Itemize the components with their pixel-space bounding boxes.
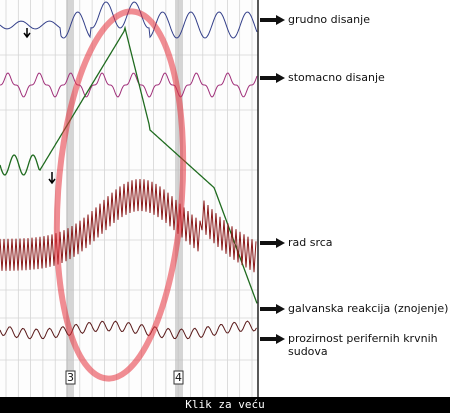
footer-link[interactable]: Klik za veću xyxy=(185,398,264,411)
heart-trace xyxy=(0,178,257,273)
breathing-abdomen-trace xyxy=(0,72,258,98)
trace-label: stomacno disanje xyxy=(288,71,385,84)
labels: grudno disanje stomacno disanje rad srca ga… xyxy=(260,13,448,345)
marker-label: 4 xyxy=(175,371,182,384)
marker-label: 3 xyxy=(67,371,74,384)
down-arrow xyxy=(48,172,56,185)
galvanic-trace xyxy=(0,25,258,304)
down-arrow xyxy=(23,28,31,39)
label-arrow xyxy=(260,73,285,83)
marker-box xyxy=(65,370,76,385)
label-continuation: sudova xyxy=(288,345,328,358)
marker-box xyxy=(173,370,184,385)
footer-bar xyxy=(0,397,450,413)
trace-label: prozirnost perifernih krvnih xyxy=(288,332,438,345)
trace-label: rad srca xyxy=(288,236,333,249)
label-arrow xyxy=(260,334,285,344)
label-arrow xyxy=(260,15,285,25)
trace-label: galvanska reakcija (znojenje) xyxy=(288,302,448,315)
perfusion-trace xyxy=(0,320,257,340)
traces xyxy=(0,1,258,340)
polygraph-strip: 3 4 xyxy=(0,0,259,397)
trace-label: grudno disanje xyxy=(288,13,370,26)
marker-band xyxy=(66,0,74,397)
highlight-ellipse xyxy=(53,8,187,382)
label-arrow xyxy=(260,304,285,314)
label-arrow xyxy=(260,238,285,248)
